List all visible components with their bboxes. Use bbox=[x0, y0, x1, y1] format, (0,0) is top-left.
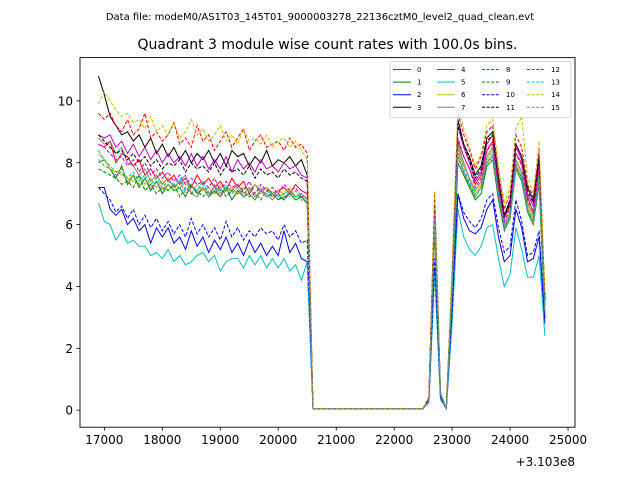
x-offset-label: +3.103e8 bbox=[516, 455, 575, 469]
x-tick-label: 23000 bbox=[433, 433, 471, 447]
y-tick-label: 4 bbox=[65, 280, 73, 294]
x-tick-label: 21000 bbox=[317, 433, 355, 447]
x-tick-label: 25000 bbox=[549, 433, 587, 447]
x-tick-label: 17000 bbox=[85, 433, 123, 447]
y-tick-label: 8 bbox=[65, 156, 73, 170]
legend-label: 6 bbox=[461, 91, 466, 99]
series-line-10 bbox=[98, 187, 546, 411]
legend-label: 15 bbox=[551, 104, 560, 112]
legend-label: 0 bbox=[417, 66, 421, 74]
series-line-13 bbox=[98, 150, 546, 410]
legend-box bbox=[389, 61, 572, 118]
legend-label: 9 bbox=[506, 79, 510, 87]
legend-label: 5 bbox=[461, 79, 465, 87]
series-line-2 bbox=[98, 187, 546, 411]
chart-title: Quadrant 3 module wise count rates with … bbox=[138, 37, 518, 53]
x-tick-label: 22000 bbox=[375, 433, 413, 447]
figure-suptitle: Data file: modeM0/AS1T03_145T01_90000032… bbox=[106, 12, 534, 23]
series-line-9 bbox=[98, 155, 546, 410]
legend-label: 11 bbox=[506, 104, 515, 112]
legend-label: 3 bbox=[417, 104, 421, 112]
series-line-5 bbox=[98, 202, 546, 411]
series-line-15 bbox=[98, 153, 546, 410]
series-line-11 bbox=[98, 125, 546, 410]
legend-label: 8 bbox=[506, 66, 510, 74]
series-line-8 bbox=[98, 111, 546, 410]
legend-label: 13 bbox=[551, 79, 560, 87]
y-tick-label: 10 bbox=[58, 94, 73, 108]
series-line-6 bbox=[98, 147, 546, 410]
x-tick-label: 20000 bbox=[259, 433, 297, 447]
legend-label: 7 bbox=[461, 104, 465, 112]
series-line-4 bbox=[98, 125, 546, 410]
legend-label: 12 bbox=[551, 66, 560, 74]
series-line-3 bbox=[98, 76, 546, 410]
legend-label: 10 bbox=[506, 91, 515, 99]
legend-label: 4 bbox=[461, 66, 466, 74]
series-line-12 bbox=[98, 137, 546, 410]
legend-label: 14 bbox=[551, 91, 560, 99]
y-tick-label: 2 bbox=[65, 342, 73, 356]
y-tick-label: 0 bbox=[65, 404, 73, 418]
y-axis: 0 2 4 6 8 10 bbox=[58, 94, 80, 418]
x-tick-label: 18000 bbox=[143, 433, 181, 447]
series-line-7 bbox=[98, 137, 546, 410]
legend-label: 1 bbox=[417, 79, 421, 87]
series-layer bbox=[98, 76, 546, 411]
series-line-1 bbox=[98, 158, 546, 410]
x-axis: 17000 18000 19000 20000 21000 22000 23000 24000… bbox=[85, 427, 587, 447]
plot-frame bbox=[79, 57, 576, 428]
y-tick-label: 6 bbox=[65, 218, 73, 232]
x-tick-label: 19000 bbox=[201, 433, 239, 447]
legend-label: 2 bbox=[417, 91, 421, 99]
series-line-14 bbox=[98, 90, 546, 410]
x-tick-label: 24000 bbox=[491, 433, 529, 447]
